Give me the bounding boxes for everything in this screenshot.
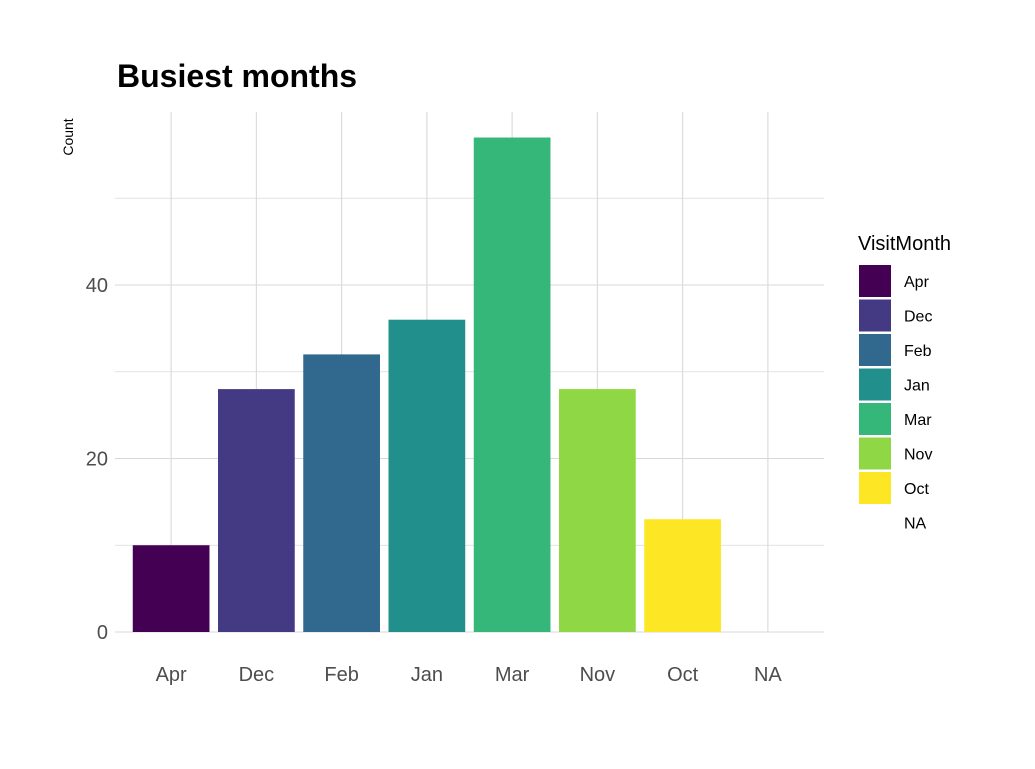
legend-label: Jan — [904, 378, 930, 395]
legend-key-oct — [859, 472, 891, 504]
x-tick-label: Dec — [239, 664, 275, 686]
legend-key-mar — [859, 403, 891, 435]
y-tick-label: 40 — [86, 275, 108, 297]
legend-key-jan — [859, 368, 891, 401]
legend-label: Mar — [904, 412, 932, 429]
legend-key-nov — [859, 437, 891, 470]
legend-key-dec — [859, 299, 891, 332]
legend-key-feb — [859, 334, 891, 366]
legend: VisitMonth Apr Dec Feb Jan Mar Nov Oct NA — [858, 233, 951, 533]
bar-dec — [218, 389, 295, 632]
legend-label: Apr — [904, 274, 930, 291]
legend-key-apr — [859, 265, 891, 297]
bar-apr — [132, 545, 210, 632]
bar-jan — [388, 319, 466, 632]
x-tick-label: NA — [754, 664, 782, 686]
x-tick-label: Oct — [667, 664, 699, 686]
x-tick-label: Feb — [324, 664, 358, 686]
bar-oct — [644, 519, 721, 632]
y-tick-label: 0 — [97, 622, 108, 644]
bar-mar — [473, 137, 551, 632]
legend-title: VisitMonth — [858, 233, 951, 255]
legend-label: Dec — [904, 309, 932, 326]
y-tick-label: 20 — [86, 449, 108, 471]
x-axis-ticks: Apr Dec Feb Jan Mar Nov Oct NA — [156, 664, 783, 686]
legend-label: Oct — [904, 481, 929, 498]
x-tick-label: Nov — [580, 664, 616, 686]
bars — [132, 137, 721, 632]
x-tick-label: Jan — [411, 664, 443, 686]
bar-nov — [559, 389, 636, 632]
chart-title: Busiest months — [117, 58, 357, 94]
x-tick-label: Mar — [495, 664, 530, 686]
y-axis-label: Count — [60, 118, 76, 155]
legend-label: Nov — [904, 447, 932, 464]
bar-feb — [303, 354, 380, 632]
legend-label: NA — [904, 516, 927, 533]
y-axis-ticks: 0 20 40 — [86, 275, 108, 644]
legend-label: Feb — [904, 343, 932, 360]
x-tick-label: Apr — [156, 664, 187, 686]
